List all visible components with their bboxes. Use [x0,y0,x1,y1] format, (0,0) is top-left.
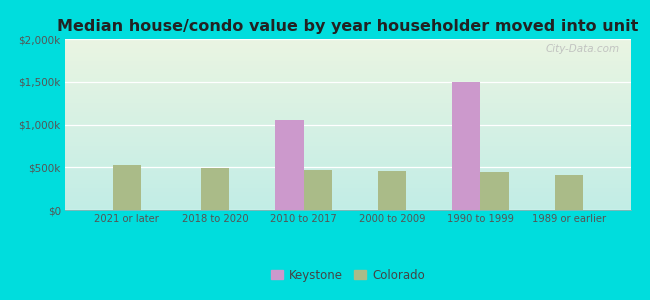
Text: City-Data.com: City-Data.com [545,44,619,54]
Bar [378,171,406,210]
Bar [554,175,583,210]
Legend: Keystone, Colorado: Keystone, Colorado [266,264,430,286]
Bar [112,165,141,210]
Bar [304,170,332,210]
Title: Median house/condo value by year householder moved into unit: Median house/condo value by year househo… [57,19,638,34]
Bar [480,172,508,210]
Bar [201,168,229,210]
Bar [276,120,304,210]
Bar [452,82,480,210]
